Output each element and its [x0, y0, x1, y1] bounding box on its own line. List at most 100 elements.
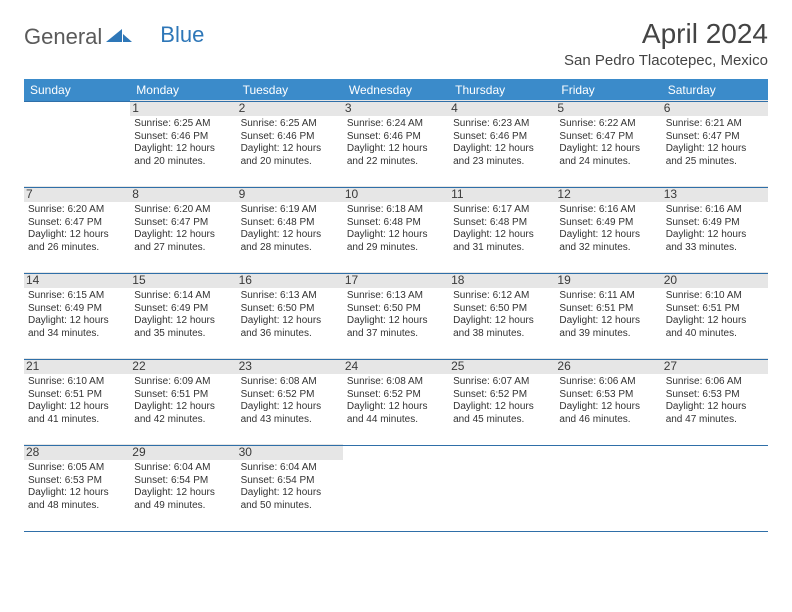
- day-info: Sunrise: 6:25 AMSunset: 6:46 PMDaylight:…: [241, 118, 339, 168]
- sunset-line: Sunset: 6:51 PM: [28, 389, 102, 400]
- day-number: 1: [130, 100, 236, 116]
- sunset-line: Sunset: 6:52 PM: [347, 389, 421, 400]
- daylight-line: Daylight: 12 hours and 43 minutes.: [241, 401, 322, 425]
- day-number: 24: [343, 358, 449, 374]
- sunrise-line: Sunrise: 6:16 AM: [666, 204, 742, 215]
- daylight-line: Daylight: 12 hours and 24 minutes.: [559, 143, 640, 167]
- day-number: 28: [24, 444, 130, 460]
- day-info: Sunrise: 6:25 AMSunset: 6:46 PMDaylight:…: [134, 118, 232, 168]
- daylight-line: Daylight: 12 hours and 22 minutes.: [347, 143, 428, 167]
- sunset-line: Sunset: 6:49 PM: [134, 303, 208, 314]
- day-cell: 24Sunrise: 6:08 AMSunset: 6:52 PMDayligh…: [343, 360, 449, 446]
- daylight-line: Daylight: 12 hours and 31 minutes.: [453, 229, 534, 253]
- day-number: 3: [343, 100, 449, 116]
- sunset-line: Sunset: 6:48 PM: [347, 217, 421, 228]
- day-cell: [449, 446, 555, 532]
- day-info: Sunrise: 6:24 AMSunset: 6:46 PMDaylight:…: [347, 118, 445, 168]
- sunrise-line: Sunrise: 6:20 AM: [134, 204, 210, 215]
- day-header: Monday: [130, 79, 236, 102]
- sunrise-line: Sunrise: 6:22 AM: [559, 118, 635, 129]
- daylight-line: Daylight: 12 hours and 20 minutes.: [134, 143, 215, 167]
- day-number: 15: [130, 272, 236, 288]
- day-number: 2: [237, 100, 343, 116]
- daylight-line: Daylight: 12 hours and 39 minutes.: [559, 315, 640, 339]
- day-number: 12: [555, 186, 661, 202]
- day-cell: 14Sunrise: 6:15 AMSunset: 6:49 PMDayligh…: [24, 274, 130, 360]
- day-info: Sunrise: 6:07 AMSunset: 6:52 PMDaylight:…: [453, 376, 551, 426]
- day-number: 9: [237, 186, 343, 202]
- sunrise-line: Sunrise: 6:16 AM: [559, 204, 635, 215]
- daylight-line: Daylight: 12 hours and 38 minutes.: [453, 315, 534, 339]
- day-number: 10: [343, 186, 449, 202]
- sunrise-line: Sunrise: 6:04 AM: [134, 462, 210, 473]
- day-info: Sunrise: 6:10 AMSunset: 6:51 PMDaylight:…: [666, 290, 764, 340]
- sunset-line: Sunset: 6:50 PM: [347, 303, 421, 314]
- day-cell: [662, 446, 768, 532]
- sunset-line: Sunset: 6:46 PM: [134, 131, 208, 142]
- day-cell: 28 Sunrise: 6:05 AMSunset: 6:53 PMDayligh…: [24, 446, 130, 532]
- day-number: 21: [24, 358, 130, 374]
- day-number: 17: [343, 272, 449, 288]
- day-info: Sunrise: 6:20 AMSunset: 6:47 PMDaylight:…: [28, 204, 126, 254]
- day-cell: 26Sunrise: 6:06 AMSunset: 6:53 PMDayligh…: [555, 360, 661, 446]
- sunrise-line: Sunrise: 6:18 AM: [347, 204, 423, 215]
- sunrise-line: Sunrise: 6:24 AM: [347, 118, 423, 129]
- daylight-line: Daylight: 12 hours and 41 minutes.: [28, 401, 109, 425]
- day-cell: [343, 446, 449, 532]
- sunset-line: Sunset: 6:47 PM: [28, 217, 102, 228]
- day-info: Sunrise: 6:16 AMSunset: 6:49 PMDaylight:…: [666, 204, 764, 254]
- day-info: Sunrise: 6:15 AMSunset: 6:49 PMDaylight:…: [28, 290, 126, 340]
- daylight-line: Daylight: 12 hours and 29 minutes.: [347, 229, 428, 253]
- daylight-line: Daylight: 12 hours and 33 minutes.: [666, 229, 747, 253]
- day-info: Sunrise: 6:18 AM Sunset: 6:48 PMDaylight:…: [347, 204, 445, 254]
- calendar-page: General Blue April 2024 San Pedro Tlacot…: [0, 0, 792, 612]
- day-number: 14: [24, 272, 130, 288]
- sunrise-line: Sunrise: 6:13 AM: [347, 290, 423, 301]
- day-cell: 4Sunrise: 6:23 AMSunset: 6:46 PMDaylight…: [449, 102, 555, 188]
- day-info: Sunrise: 6:13 AMSunset: 6:50 PMDaylight:…: [241, 290, 339, 340]
- sunset-line: Sunset: 6:50 PM: [241, 303, 315, 314]
- sunset-line: Sunset: 6:46 PM: [453, 131, 527, 142]
- day-header: Wednesday: [343, 79, 449, 102]
- sunrise-line: Sunrise: 6:23 AM: [453, 118, 529, 129]
- sunrise-line: Sunrise: 6:19 AM: [241, 204, 317, 215]
- sunrise-line: Sunrise: 6:17 AM: [453, 204, 529, 215]
- location: San Pedro Tlacotepec, Mexico: [564, 52, 768, 69]
- daylight-line: Daylight: 12 hours and 23 minutes.: [453, 143, 534, 167]
- sunrise-line: Sunrise: 6:15 AM: [28, 290, 104, 301]
- day-info: Sunrise: 6:16 AM Sunset: 6:49 PMDaylight:…: [559, 204, 657, 254]
- sunset-line: Sunset: 6:47 PM: [666, 131, 740, 142]
- sunset-line: Sunset: 6:47 PM: [134, 217, 208, 228]
- daylight-line: Daylight: 12 hours and 25 minutes.: [666, 143, 747, 167]
- day-info: Sunrise: 6:17 AMSunset: 6:48 PMDaylight:…: [453, 204, 551, 254]
- day-number: 11: [449, 186, 555, 202]
- sunset-line: Sunset: 6:53 PM: [666, 389, 740, 400]
- day-info: Sunrise: 6:05 AMSunset: 6:53 PMDaylight:…: [28, 462, 126, 512]
- sunset-line: Sunset: 6:49 PM: [559, 217, 633, 228]
- sunset-line: Sunset: 6:52 PM: [241, 389, 315, 400]
- brand-mark-icon: [106, 24, 132, 50]
- sunset-line: Sunset: 6:50 PM: [453, 303, 527, 314]
- header: General Blue April 2024 San Pedro Tlacot…: [24, 18, 768, 69]
- sunset-line: Sunset: 6:46 PM: [241, 131, 315, 142]
- day-number: 25: [449, 358, 555, 374]
- day-header: Saturday: [662, 79, 768, 102]
- day-number: 26: [555, 358, 661, 374]
- week-row: 7Sunrise: 6:20 AMSunset: 6:47 PMDaylight…: [24, 188, 768, 274]
- sunrise-line: Sunrise: 6:25 AM: [241, 118, 317, 129]
- day-cell: 23Sunrise: 6:08 AMSunset: 6:52 PMDayligh…: [237, 360, 343, 446]
- day-info: Sunrise: 6:20 AMSunset: 6:47 PMDaylight:…: [134, 204, 232, 254]
- daylight-line: Daylight: 12 hours and 44 minutes.: [347, 401, 428, 425]
- daylight-line: Daylight: 12 hours and 35 minutes.: [134, 315, 215, 339]
- day-number: 8: [130, 186, 236, 202]
- sunset-line: Sunset: 6:49 PM: [28, 303, 102, 314]
- day-cell: 9Sunrise: 6:19 AMSunset: 6:48 PMDaylight…: [237, 188, 343, 274]
- day-number: 5: [555, 100, 661, 116]
- sunset-line: Sunset: 6:53 PM: [559, 389, 633, 400]
- daylight-line: Daylight: 12 hours and 45 minutes.: [453, 401, 534, 425]
- daylight-line: Daylight: 12 hours and 46 minutes.: [559, 401, 640, 425]
- brand-part2: Blue: [160, 22, 204, 48]
- day-number: 29: [130, 444, 236, 460]
- sunset-line: Sunset: 6:51 PM: [666, 303, 740, 314]
- daylight-line: Daylight: 12 hours and 32 minutes.: [559, 229, 640, 253]
